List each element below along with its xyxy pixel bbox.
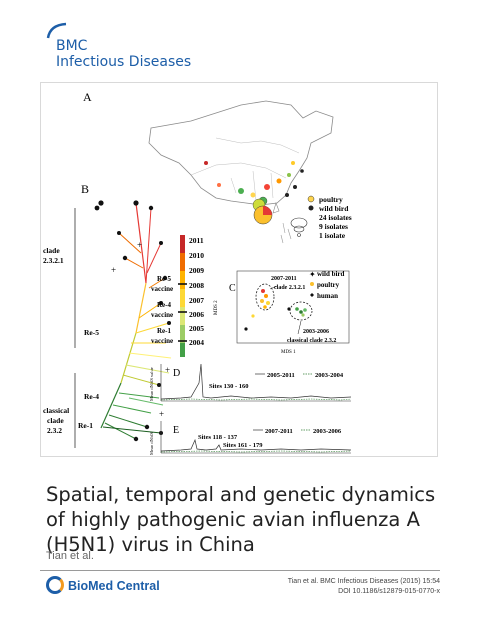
re1-vaccine-name: Re-1 bbox=[157, 327, 171, 335]
citation-block: Tian et al. BMC Infectious Diseases (201… bbox=[288, 577, 440, 597]
svg-text:+: + bbox=[165, 365, 170, 375]
panel-b-label: B bbox=[81, 182, 89, 196]
re5-vaccine-label: vaccine bbox=[151, 285, 173, 293]
re4-vaccine-name: Re-4 bbox=[157, 301, 171, 309]
map-legend-9-isolates: 9 isolates bbox=[319, 222, 348, 231]
wild-bird-marker-icon bbox=[308, 205, 314, 211]
map-legend-poultry: poultry bbox=[319, 195, 343, 204]
panel-d-ylabel: Mean dN/dS value bbox=[149, 367, 154, 401]
year-2005: 2005 bbox=[189, 324, 204, 333]
biomed-central-logo-icon bbox=[46, 576, 64, 594]
re4-vaccine-label: vaccine bbox=[151, 311, 173, 319]
figure-canvas: A poultry bbox=[43, 90, 352, 455]
publisher-name: BioMed Central bbox=[68, 579, 160, 593]
year-2004: 2004 bbox=[189, 338, 204, 347]
mds-legend-human: human bbox=[317, 292, 338, 300]
article-authors: Tian et al. bbox=[46, 550, 94, 562]
mds-cluster-a-clade: clade 2.3.2.1 bbox=[274, 285, 305, 291]
panel-e-annotation-a: Sites 118 - 137 bbox=[198, 434, 238, 441]
year-2009: 2009 bbox=[189, 266, 204, 275]
re4-node-label: Re-4 bbox=[84, 392, 99, 401]
panel-d-legend-a: 2005-2011 bbox=[267, 372, 295, 379]
doi-link[interactable]: DOI 10.1186/s12879-015-0770-x bbox=[338, 588, 440, 595]
svg-text:+: + bbox=[159, 409, 164, 419]
mds-cluster-a-years: 2007-2011 bbox=[271, 276, 297, 282]
china-map bbox=[148, 100, 334, 244]
svg-text:+: + bbox=[111, 265, 116, 275]
mds-xlabel: MDS 1 bbox=[281, 350, 296, 355]
graphical-abstract-figure: A poultry bbox=[40, 82, 438, 457]
human-mds-icon bbox=[310, 293, 314, 297]
panel-e-legend-b: 2003-2006 bbox=[313, 428, 342, 435]
year-2008: 2008 bbox=[189, 281, 204, 290]
panel-c-label: C bbox=[229, 283, 236, 294]
phylogenetic-tree: + + + + bbox=[94, 200, 172, 442]
year-2010: 2010 bbox=[189, 251, 204, 260]
mds-cluster-b-clade: classical clade 2.3.2 bbox=[287, 338, 336, 344]
map-legend-24-isolates: 24 isolates bbox=[319, 213, 352, 222]
clade-232-label-line1: classical bbox=[43, 406, 69, 415]
panel-a-label: A bbox=[83, 90, 92, 104]
clade-2321-label-line1: clade bbox=[43, 246, 60, 255]
re5-vaccine-name: Re-5 bbox=[157, 275, 171, 283]
mds-panel: C MDS 1 MDS 2 2007-2011 clade 2.3.2.1 20… bbox=[214, 270, 350, 355]
svg-text:+: + bbox=[137, 240, 142, 250]
re1-vaccine-label: vaccine bbox=[151, 337, 173, 345]
mds-ylabel: MDS 2 bbox=[214, 300, 219, 315]
journal-name-line1: BMC bbox=[56, 38, 88, 54]
re5-node-label: Re-5 bbox=[84, 328, 99, 337]
year-2006: 2006 bbox=[189, 310, 204, 319]
panel-e-annotation-b: Sites 161 - 179 bbox=[223, 442, 263, 449]
footer-divider bbox=[40, 570, 440, 571]
year-2007: 2007 bbox=[189, 296, 204, 305]
year-2011: 2011 bbox=[189, 236, 204, 245]
clade-232-label-line2: clade bbox=[47, 416, 64, 425]
svg-text:Mean dN/dS: Mean dN/dS bbox=[149, 432, 154, 455]
clade-232-label-line3: 2.3.2 bbox=[47, 426, 62, 435]
panel-e-legend-a: 2007-2011 bbox=[265, 428, 293, 435]
article-title: Spatial, temporal and genetic dynamics o… bbox=[46, 483, 436, 556]
clade-2321-label-line2: 2.3.2.1 bbox=[43, 256, 64, 265]
panel-d-chart: D Mean dN/dS value 2005-2011 2003-2004 S… bbox=[149, 363, 352, 402]
map-legend: poultry wild bird 24 isolates 9 isolates… bbox=[290, 195, 352, 240]
panel-d-label: D bbox=[173, 368, 180, 379]
panel-d-legend-b: 2003-2004 bbox=[315, 372, 344, 379]
year-color-bar bbox=[180, 235, 185, 357]
mds-legend-wild-bird: wild bird bbox=[317, 270, 345, 278]
poultry-mds-icon bbox=[310, 282, 314, 286]
panel-d-annotation: Sites 130 - 160 bbox=[209, 383, 249, 390]
map-legend-wild-bird: wild bird bbox=[319, 204, 349, 213]
panel-e-label: E bbox=[173, 425, 179, 436]
bmc-swoosh-icon bbox=[46, 22, 67, 39]
mds-cluster-b-years: 2003-2006 bbox=[303, 329, 329, 335]
wild-bird-mds-icon: ✦ bbox=[309, 270, 316, 279]
citation-line: Tian et al. BMC Infectious Diseases (201… bbox=[287, 578, 440, 585]
re1-node-label: Re-1 bbox=[78, 421, 93, 430]
map-legend-1-isolate: 1 isolate bbox=[319, 231, 346, 240]
journal-name-line2: Infectious Diseases bbox=[56, 54, 192, 70]
poultry-marker-icon bbox=[307, 195, 315, 203]
mds-legend-poultry: poultry bbox=[317, 281, 340, 289]
panel-e-chart: E Mean dN/dS 2007-2011 2003-2006 Sites 1… bbox=[149, 421, 352, 455]
